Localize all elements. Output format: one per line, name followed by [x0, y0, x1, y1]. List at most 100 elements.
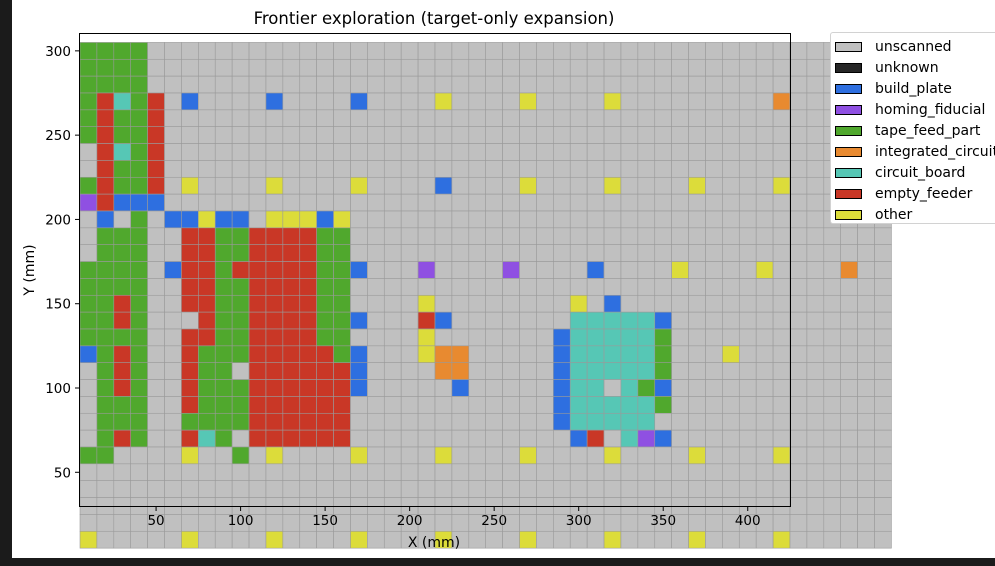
cell-build-plate	[603, 294, 622, 313]
cell-tape-feed-part	[79, 126, 98, 144]
cell-unscanned	[569, 109, 588, 128]
cell-unscanned	[738, 160, 757, 178]
cell-circuit-board	[637, 412, 656, 431]
cell-unscanned	[79, 210, 98, 229]
cell-other	[79, 530, 98, 549]
cell-unscanned	[603, 278, 622, 296]
cell-unscanned	[671, 345, 689, 364]
cell-unscanned	[738, 244, 757, 262]
cell-unscanned	[772, 463, 791, 482]
cell-build-plate	[654, 311, 672, 330]
cell-unscanned	[603, 75, 622, 94]
cell-unscanned	[806, 530, 825, 549]
cell-unscanned	[519, 463, 537, 482]
cell-empty-feeder	[265, 294, 284, 313]
cell-empty-feeder	[113, 379, 132, 397]
cell-build-plate	[164, 210, 182, 229]
cell-unscanned	[755, 328, 774, 347]
cell-unscanned	[806, 396, 825, 414]
cell-unscanned	[553, 311, 571, 330]
cell-tape-feed-part	[113, 75, 132, 94]
cell-unscanned	[485, 42, 503, 60]
cell-empty-feeder	[248, 278, 267, 296]
cell-unscanned	[502, 210, 520, 229]
cell-tape-feed-part	[198, 379, 216, 397]
cell-unscanned	[164, 412, 182, 431]
cell-tape-feed-part	[96, 227, 115, 246]
cell-unscanned	[383, 311, 402, 330]
cell-unscanned	[265, 463, 284, 482]
cell-empty-feeder	[299, 244, 317, 262]
cell-unscanned	[147, 210, 165, 229]
cell-tape-feed-part	[130, 345, 148, 364]
cell-unscanned	[164, 42, 182, 60]
cell-empty-feeder	[113, 311, 132, 330]
cell-unscanned	[772, 244, 791, 262]
cell-unscanned	[637, 480, 656, 498]
cell-unscanned	[637, 530, 656, 549]
cell-unscanned	[722, 143, 740, 161]
cell-unscanned	[620, 42, 639, 60]
cell-unscanned	[468, 126, 487, 144]
cell-unscanned	[333, 42, 351, 60]
cell-unscanned	[468, 412, 487, 431]
cell-unscanned	[806, 278, 825, 296]
cell-unscanned	[96, 514, 115, 532]
cell-unscanned	[688, 227, 706, 246]
cell-unscanned	[755, 396, 774, 414]
cell-unscanned	[214, 176, 233, 195]
cell-unscanned	[367, 396, 385, 414]
cell-unscanned	[299, 176, 317, 195]
cell-unscanned	[637, 210, 656, 229]
cell-empty-feeder	[265, 261, 284, 279]
cell-empty-feeder	[248, 311, 267, 330]
cell-tape-feed-part	[333, 261, 351, 279]
cell-tape-feed-part	[214, 227, 233, 246]
cell-unscanned	[586, 92, 605, 111]
cell-tape-feed-part	[113, 176, 132, 195]
cell-unscanned	[147, 379, 165, 397]
cell-unscanned	[722, 42, 740, 60]
cell-unscanned	[620, 480, 639, 498]
cell-unscanned	[400, 109, 419, 128]
cell-tape-feed-part	[231, 412, 250, 431]
cell-unscanned	[485, 244, 503, 262]
cell-unscanned	[79, 362, 98, 380]
cell-unscanned	[755, 244, 774, 262]
cell-unscanned	[485, 530, 503, 549]
cell-unscanned	[417, 109, 436, 128]
cell-empty-feeder	[248, 362, 267, 380]
cell-unscanned	[350, 109, 368, 128]
cell-unscanned	[688, 345, 706, 364]
cell-unscanned	[620, 143, 639, 161]
cell-tape-feed-part	[130, 261, 148, 279]
cell-unscanned	[688, 42, 706, 60]
cell-unscanned	[857, 227, 875, 246]
cell-unscanned	[840, 244, 858, 262]
cell-unscanned	[400, 429, 419, 448]
cell-unscanned	[755, 210, 774, 229]
cell-unscanned	[383, 396, 402, 414]
cell-unscanned	[603, 109, 622, 128]
cell-tape-feed-part	[130, 278, 148, 296]
cell-unscanned	[553, 530, 571, 549]
cell-unscanned	[688, 328, 706, 347]
cell-unscanned	[519, 227, 537, 246]
cell-unscanned	[231, 75, 250, 94]
y-tick-label: 250	[45, 128, 71, 144]
cell-unscanned	[79, 463, 98, 482]
cell-unscanned	[198, 143, 216, 161]
cell-unscanned	[705, 244, 723, 262]
cell-unscanned	[722, 210, 740, 229]
cell-empty-feeder	[282, 311, 301, 330]
cell-unscanned	[637, 42, 656, 60]
cell-unscanned	[688, 514, 706, 532]
x-tick-label: 200	[397, 513, 423, 529]
cell-unscanned	[383, 92, 402, 111]
cell-unscanned	[350, 227, 368, 246]
cell-tape-feed-part	[113, 109, 132, 128]
cell-unscanned	[840, 429, 858, 448]
cell-unscanned	[383, 160, 402, 178]
cell-unscanned	[738, 463, 757, 482]
cell-unscanned	[671, 379, 689, 397]
